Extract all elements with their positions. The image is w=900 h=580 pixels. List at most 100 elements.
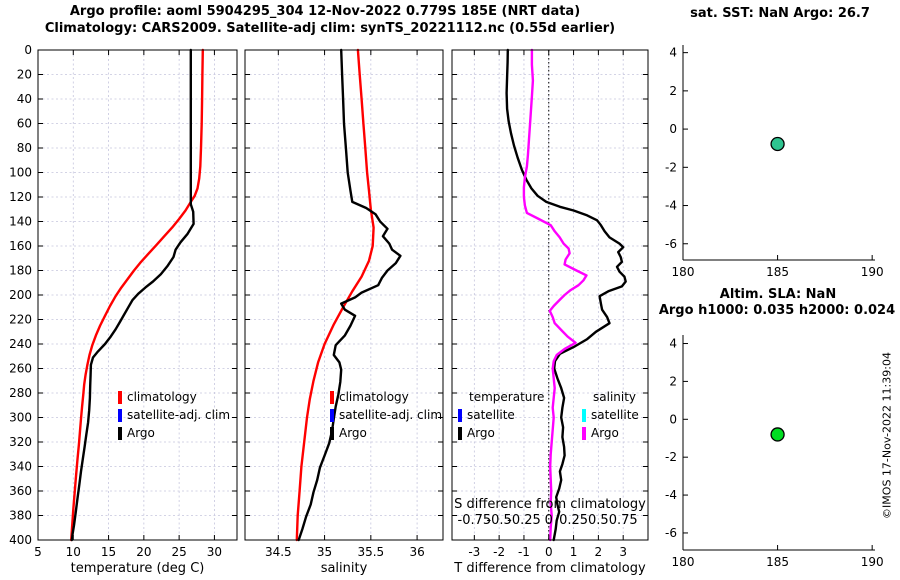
tick-label: 0 — [669, 122, 677, 136]
legend-line-swatch — [118, 426, 122, 440]
legend-p3-sal-header: salinity — [593, 390, 637, 404]
sla-location-map: 180 185 190 4 2 0 -2 -4 -6 — [665, 335, 884, 569]
tick-label: 140 — [9, 215, 32, 229]
legend-label: climatology — [127, 390, 197, 404]
sla-map-title-line1: Altim. SLA: NaN — [719, 287, 837, 302]
tick-label: 10 — [66, 545, 81, 559]
tick-labels: 180 185 190 4 2 0 -2 -4 -6 — [665, 337, 884, 569]
tick-label: 120 — [9, 190, 32, 204]
tick-label: 15 — [101, 545, 116, 559]
difference-profile: -3 -2 -1 0 1 2 3 T difference from climatology S… — [451, 48, 649, 576]
series-argo-t-diff — [505, 48, 627, 542]
tick-label: 80 — [17, 141, 32, 155]
tick-label: 35.5 — [357, 545, 384, 559]
legend-line-swatch — [118, 390, 122, 404]
tick-label: 2 — [669, 84, 677, 98]
tick-label: 240 — [9, 337, 32, 351]
series-argo-s-diff — [522, 48, 588, 542]
salinity-profile: 34.5 35 35.5 36 salinity — [244, 48, 444, 576]
legend-p1-item: climatology — [118, 388, 230, 406]
series-argo — [70, 48, 195, 542]
legend-label: satellite — [591, 408, 639, 422]
legend-p3-sal-item: satellite — [582, 406, 639, 424]
tick-label: 0 — [545, 545, 553, 559]
tick-label: -2 — [665, 450, 677, 464]
tick-label: 1 — [570, 545, 578, 559]
tick-label: 0.5 — [588, 513, 609, 528]
legend-p3-temp-item: Argo — [458, 424, 544, 442]
tick-label: -2 — [665, 160, 677, 174]
series-climatology — [69, 48, 205, 542]
temperature-profile: 5 10 15 20 25 3002040608010012014016018020022… — [9, 43, 238, 576]
tick-label: 35 — [317, 545, 332, 559]
tick-label: 400 — [9, 533, 32, 547]
legend-salinity-panel: climatology satellite-adj. clim Argo — [330, 388, 442, 442]
tick-label: 280 — [9, 386, 32, 400]
legend-p2-item: climatology — [330, 388, 442, 406]
tick-label: 0 — [669, 412, 677, 426]
legend-p1-item: Argo — [118, 424, 230, 442]
tick-label: -6 — [665, 237, 677, 251]
legend-line-swatch — [330, 390, 334, 404]
argo-position-marker — [770, 136, 785, 152]
tick-label: -0.5 — [486, 513, 511, 528]
tick-labels: -3 -2 -1 0 1 2 3 — [468, 545, 627, 559]
tick-label: 0.75 — [609, 513, 638, 528]
tick-marks — [682, 52, 873, 260]
figure-title-line2: Climatology: CARS2009. Satellite-adj cli… — [44, 21, 616, 36]
tick-label: 100 — [9, 166, 32, 180]
sst-map-title: sat. SST: NaN Argo: 26.7 — [690, 6, 870, 21]
tick-label: 34.5 — [265, 545, 292, 559]
legend-label: Argo — [591, 426, 619, 440]
tick-labels: 34.5 35 35.5 36 — [265, 545, 425, 559]
grid-lines — [38, 50, 237, 540]
tick-label: 190 — [861, 265, 884, 279]
tick-label: 180 — [672, 265, 695, 279]
legend-p2-item: satellite-adj. clim — [330, 406, 442, 424]
tick-label: 30 — [207, 545, 222, 559]
tick-label: -0.75 — [458, 513, 492, 528]
tick-label: 220 — [9, 313, 32, 327]
tick-label: -3 — [468, 545, 480, 559]
tick-label: 185 — [766, 265, 789, 279]
legend-line-swatch — [582, 426, 586, 440]
legend-label: Argo — [467, 426, 495, 440]
tick-label: 20 — [136, 545, 151, 559]
legend-line-swatch — [458, 408, 462, 422]
legend-line-swatch — [330, 408, 334, 422]
inner-axis-title: S difference from climatology — [454, 497, 646, 512]
tick-label: 185 — [766, 555, 789, 569]
legend-label: Argo — [127, 426, 155, 440]
tick-label: -1 — [518, 545, 530, 559]
tick-label: -2 — [493, 545, 505, 559]
legend-label: Argo — [339, 426, 367, 440]
tick-label: 160 — [9, 239, 32, 253]
tick-label: 180 — [672, 555, 695, 569]
x-axis-label: temperature (deg C) — [71, 561, 205, 576]
tick-label: 0 — [545, 513, 553, 528]
tick-marks — [682, 343, 873, 550]
tick-label: 0.25 — [559, 513, 588, 528]
legend-p1-item: satellite-adj. clim — [118, 406, 230, 424]
figure-title-line1: Argo profile: aoml 5904295_304 12-Nov-20… — [69, 4, 581, 19]
imos-watermark: ©IMOS 17-Nov-2022 11:39:04 — [880, 352, 894, 519]
legend-line-swatch — [118, 408, 122, 422]
x-axis-label: salinity — [321, 561, 368, 576]
tick-labels: 5 10 15 20 25 3002040608010012014016018020022… — [9, 43, 222, 559]
tick-label: 380 — [9, 509, 32, 523]
sst-location-map: 180 185 190 4 2 0 -2 -4 -6 — [665, 45, 884, 279]
tick-label: 360 — [9, 484, 32, 498]
tick-label: 2 — [669, 374, 677, 388]
tick-marks — [245, 49, 443, 541]
inner-axis-labels: S difference from climatology-0.75-0.5-0… — [454, 497, 646, 528]
legend-line-swatch — [458, 426, 462, 440]
series-argo — [297, 48, 402, 542]
legend-p3-temp-header: temperature — [469, 390, 545, 404]
legend-label: satellite-adj. clim — [339, 408, 443, 422]
legend-difference-temperature: temperature satellite Argo — [458, 388, 544, 442]
tick-label: -0.25 — [507, 513, 541, 528]
legend-label: climatology — [339, 390, 409, 404]
tick-label: -4 — [665, 199, 677, 213]
